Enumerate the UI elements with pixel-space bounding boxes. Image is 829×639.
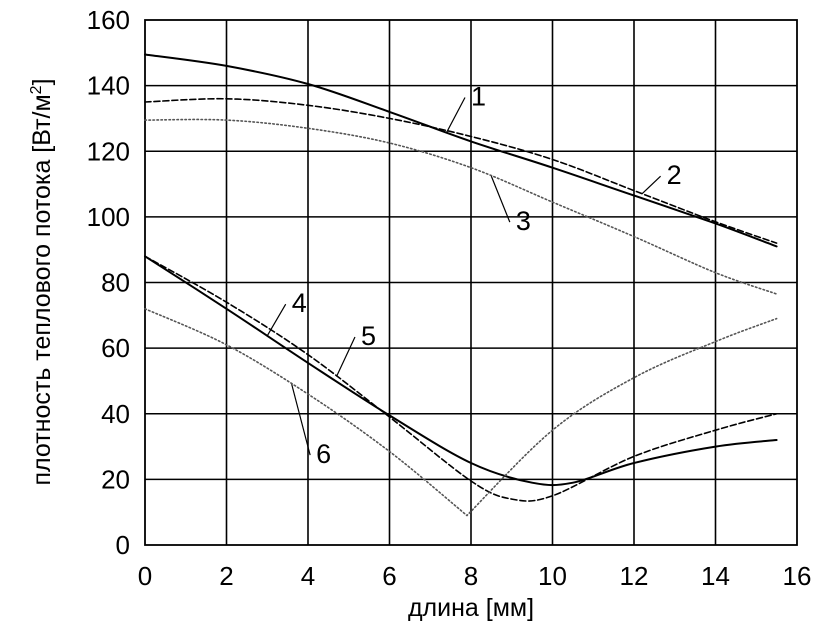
x-tick-label: 12 [620,561,649,591]
y-tick-label: 60 [101,333,130,363]
y-axis-title-end: ] [28,78,56,85]
label-leaders [266,97,662,456]
curve-label-1: 1 [471,81,486,111]
leader-line-3 [490,176,511,223]
curve-label-2: 2 [667,160,682,190]
y-tick-label: 0 [116,530,130,560]
leader-line-6 [291,384,311,456]
y-tick-label: 120 [87,136,130,166]
curve-label-6: 6 [316,439,331,469]
leader-line-4 [266,303,287,337]
x-tick-labels: 0 2 4 6 8 10 12 14 16 [138,561,812,591]
series-line-2 [144,97,778,244]
x-tick-label: 8 [464,561,478,591]
y-tick-label: 40 [101,399,130,429]
leader-line-2 [641,175,662,195]
x-tick-label: 0 [138,561,152,591]
y-axis-title-main: плотность теплового потока [Вт/м [28,94,56,485]
x-tick-label: 16 [783,561,812,591]
series-line-1 [144,53,778,248]
x-tick-label: 10 [538,561,567,591]
series-line-4 [144,255,778,487]
leader-line-5 [335,336,356,377]
curve-label-5: 5 [361,321,376,351]
y-tick-label: 80 [101,268,130,298]
y-tick-label: 160 [87,5,130,35]
plot-frame [144,19,798,546]
y-axis-title-superscript: 2 [28,85,45,94]
x-tick-label: 14 [701,561,730,591]
y-axis-title: плотность теплового потока [Вт/м2] [28,78,56,485]
curve-label-3: 3 [516,206,531,236]
y-tick-labels: 0 20 40 60 80 100 120 140 160 [87,5,130,560]
y-tick-label: 140 [87,71,130,101]
x-tick-label: 6 [382,561,396,591]
grid [145,20,797,545]
series-layer [144,53,778,517]
series-line-3 [144,118,778,295]
x-axis-title: длина [мм] [408,594,534,622]
series-line-5 [144,255,778,502]
y-tick-label: 20 [101,464,130,494]
x-tick-label: 2 [219,561,233,591]
curve-labels: 1 2 3 4 5 6 [292,81,682,469]
leader-line-1 [446,97,466,133]
x-tick-label: 4 [301,561,315,591]
curve-label-4: 4 [292,288,307,318]
y-tick-label: 100 [87,202,130,232]
series-line-6 [144,308,778,517]
